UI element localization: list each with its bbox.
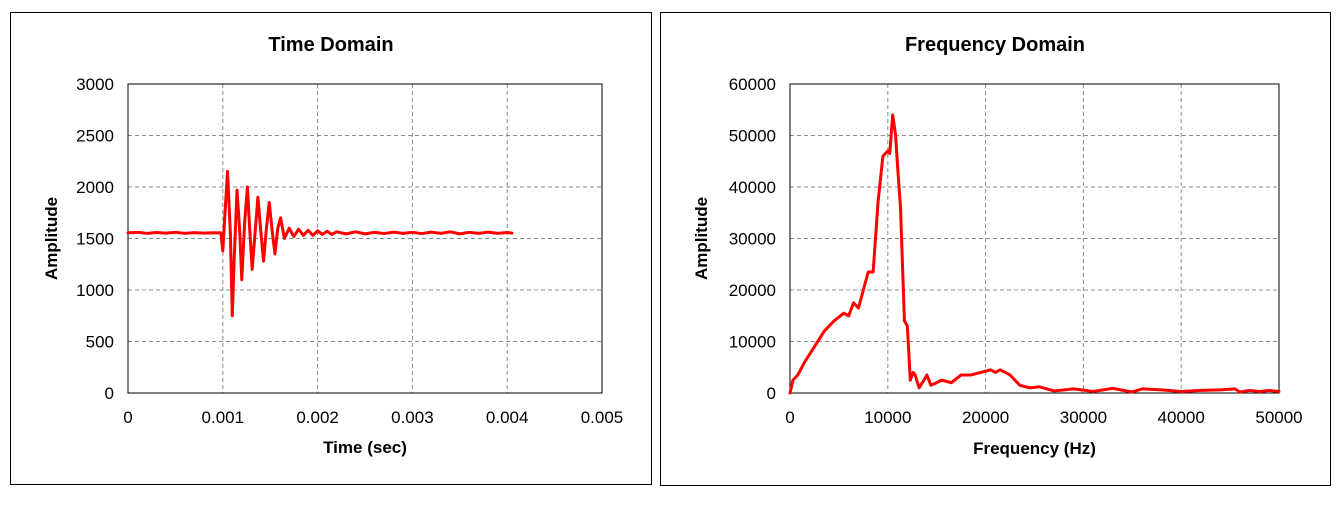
time-domain-x-tick-label: 0.003 [391, 408, 434, 427]
frequency-domain-series-line [788, 113, 1281, 395]
time-domain-y-tick-label: 0 [105, 384, 114, 403]
time-domain-y-axis-label: Amplitude [42, 197, 61, 280]
frequency-domain-x-tick-label: 10000 [864, 408, 911, 427]
frequency-domain-y-tick-label: 10000 [729, 333, 776, 352]
time-domain-x-axis-label: Time (sec) [323, 438, 407, 457]
frequency-domain-x-tick-label: 50000 [1255, 408, 1302, 427]
time-domain-x-tick-label: 0.005 [581, 408, 624, 427]
time-domain-plot-area [127, 83, 603, 394]
time-domain-y-tick-label: 1000 [76, 281, 114, 300]
time-domain-series-line [126, 170, 514, 318]
frequency-domain-x-tick-label: 0 [785, 408, 794, 427]
frequency-domain-chart-panel: Frequency Domain 0 10000 20000 30000 40000 500… [660, 12, 1331, 486]
frequency-domain-y-tick-label: 0 [767, 384, 776, 403]
frequency-domain-x-tick-label: 20000 [962, 408, 1009, 427]
frequency-domain-x-tick-label: 30000 [1060, 408, 1107, 427]
frequency-domain-x-axis-label: Frequency (Hz) [973, 439, 1096, 458]
time-domain-y-tick-label: 3000 [76, 75, 114, 94]
frequency-domain-y-tick-label: 50000 [729, 127, 776, 146]
frequency-domain-chart-title: Frequency Domain [905, 34, 1085, 56]
time-domain-chart: Time Domain 0 0.001 0.002 0.003 0.004 0.005 0 50… [42, 34, 624, 457]
frequency-domain-y-tick-label: 20000 [729, 281, 776, 300]
time-domain-x-tick-label: 0.001 [202, 408, 245, 427]
time-domain-chart-title: Time Domain [268, 34, 393, 56]
frequency-domain-chart: Frequency Domain 0 10000 20000 30000 40000 500… [692, 34, 1303, 458]
frequency-domain-y-tick-label: 30000 [729, 230, 776, 249]
time-domain-y-tick-label: 2500 [76, 127, 114, 146]
time-domain-x-tick-label: 0 [123, 408, 132, 427]
frequency-domain-y-tick-label: 60000 [729, 75, 776, 94]
time-domain-y-tick-label: 500 [86, 333, 114, 352]
time-domain-x-tick-label: 0.002 [296, 408, 339, 427]
frequency-domain-y-tick-label: 40000 [729, 178, 776, 197]
time-domain-y-tick-label: 1500 [76, 230, 114, 249]
time-domain-y-tick-label: 2000 [76, 178, 114, 197]
time-domain-x-tick-label: 0.004 [486, 408, 529, 427]
frequency-domain-plot-area [789, 83, 1280, 394]
frequency-domain-x-tick-label: 40000 [1158, 408, 1205, 427]
frequency-domain-y-axis-label: Amplitude [692, 197, 711, 280]
time-domain-chart-panel: Time Domain 0 0.001 0.002 0.003 0.004 0.005 0 50… [10, 12, 652, 485]
